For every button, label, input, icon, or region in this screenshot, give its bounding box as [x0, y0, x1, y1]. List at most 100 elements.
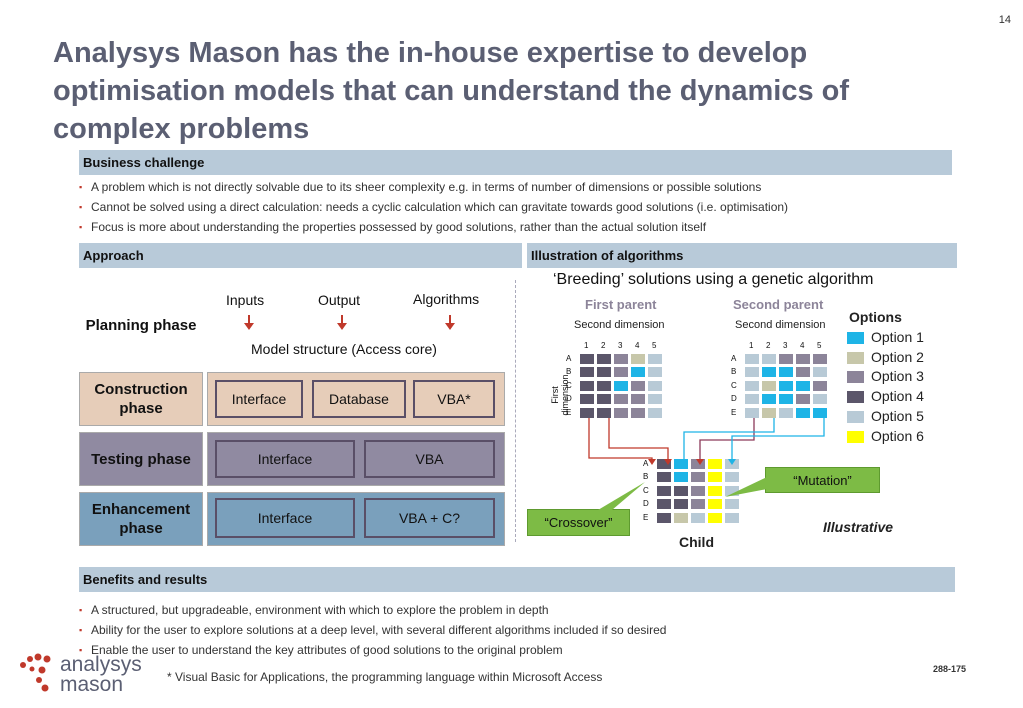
row-header: C [643, 485, 649, 495]
grid-cell [648, 354, 662, 364]
list-item: Cannot be solved using a direct calculat… [79, 197, 959, 217]
grid-cell [725, 512, 739, 523]
testing-vba-box: VBA [364, 440, 495, 478]
reference-number: 288-175 [933, 664, 967, 674]
grid-cell [580, 394, 594, 405]
child-label: Child [679, 534, 714, 550]
grid-cell [597, 407, 611, 418]
connector-line [608, 418, 669, 462]
grid-cell [631, 407, 645, 418]
grid-cell [725, 499, 739, 510]
output-arrow [341, 315, 343, 324]
grid-cell [674, 485, 688, 496]
grid-cell [614, 394, 628, 405]
option-swatch [847, 430, 864, 443]
connector-arrowhead [728, 459, 736, 465]
grid-cell [648, 380, 662, 391]
list-item: A problem which is not directly solvable… [79, 177, 959, 197]
grid-cell [674, 499, 688, 510]
grid-cell [779, 394, 793, 405]
column-header: 5 [817, 341, 822, 350]
connector-line [588, 418, 653, 462]
grid-cell [657, 459, 671, 469]
grid-cell [813, 407, 827, 418]
list-item: Ability for the user to explore solution… [79, 620, 959, 640]
option-swatch [847, 332, 864, 344]
grid-cell [597, 394, 611, 405]
row-header: E [566, 407, 572, 417]
construction-phase-cell [79, 372, 203, 426]
benefits-list: A structured, but upgradeable, environme… [79, 600, 959, 660]
row-header: D [643, 499, 649, 509]
grid-cell [691, 485, 705, 496]
mutation-callout: “Mutation” [765, 467, 880, 493]
grid-cell [708, 485, 722, 496]
grid-cell [745, 394, 759, 405]
inputs-label: Inputs [226, 292, 265, 308]
row-header: B [731, 367, 737, 377]
option-swatch [847, 391, 864, 404]
logo-dots-icon [20, 653, 51, 692]
connector-arrowhead [648, 459, 656, 465]
grid-cell [779, 407, 793, 418]
testing-interface-box: Interface [215, 440, 355, 478]
page-number: 14 [998, 14, 1011, 26]
business-challenge-header: Business challenge [79, 150, 952, 175]
crossover-callout: “Crossover” [527, 509, 630, 536]
illustrative-label: Illustrative [823, 519, 894, 535]
row-header: D [566, 394, 572, 404]
testing-phase-label: Testing phase [91, 450, 191, 468]
grid-cell [691, 472, 705, 483]
grid-cell [580, 354, 594, 364]
grid-cell [631, 367, 645, 378]
grid-cell [745, 367, 759, 378]
option-swatch [847, 371, 864, 384]
connector-arrowhead [680, 459, 688, 465]
grid-cell [796, 367, 810, 378]
column-header: 1 [584, 341, 589, 350]
construction-database-box: Database [312, 380, 406, 418]
grid-cell [745, 407, 759, 418]
grid-cell [674, 472, 688, 483]
column-header: 3 [783, 341, 788, 350]
row-header: A [731, 354, 737, 363]
grid-cell [796, 380, 810, 391]
option-swatch [847, 410, 864, 423]
row-header: D [731, 394, 737, 404]
grid-cell [674, 512, 688, 523]
approach-header: Approach [79, 243, 522, 268]
grid-cell [779, 380, 793, 391]
grid-cell [631, 394, 645, 405]
grid-cell [674, 459, 688, 469]
row-header: E [731, 407, 737, 417]
page-title: Analysys Mason has the in-house expertis… [53, 37, 849, 145]
column-header: 3 [618, 341, 623, 350]
grid-cell [762, 394, 776, 405]
enhancement-vba-c-box: VBA + C? [364, 498, 495, 538]
grid-cell [597, 380, 611, 391]
option-label: Option 3 [871, 368, 924, 385]
logo-text-analysys: analysys [60, 653, 142, 676]
grid-cell [813, 394, 827, 405]
row-header: B [566, 367, 572, 377]
grid-cell [631, 354, 645, 364]
column-header: 1 [749, 341, 754, 350]
grid-cell [657, 512, 671, 523]
grid-cell [631, 380, 645, 391]
construction-interface-box: Interface [215, 380, 303, 418]
option-label: Option 4 [871, 388, 924, 405]
second-parent-second-dimension: Second dimension [735, 319, 826, 331]
column-header: 4 [800, 341, 805, 350]
list-item: Enable the user to understand the key at… [79, 640, 959, 660]
list-item: Focus is more about understanding the pr… [79, 217, 959, 237]
grid-cell [796, 394, 810, 405]
grid-cell [580, 407, 594, 418]
grid-cell [725, 485, 739, 496]
column-header: 5 [652, 341, 657, 350]
row-header: E [643, 512, 649, 522]
inputs-arrow-head [244, 323, 254, 330]
construction-vba-box: VBA* [413, 380, 495, 418]
grid-cell [813, 354, 827, 364]
mutation-pointer [725, 477, 767, 497]
connector-arrowhead [696, 459, 704, 465]
